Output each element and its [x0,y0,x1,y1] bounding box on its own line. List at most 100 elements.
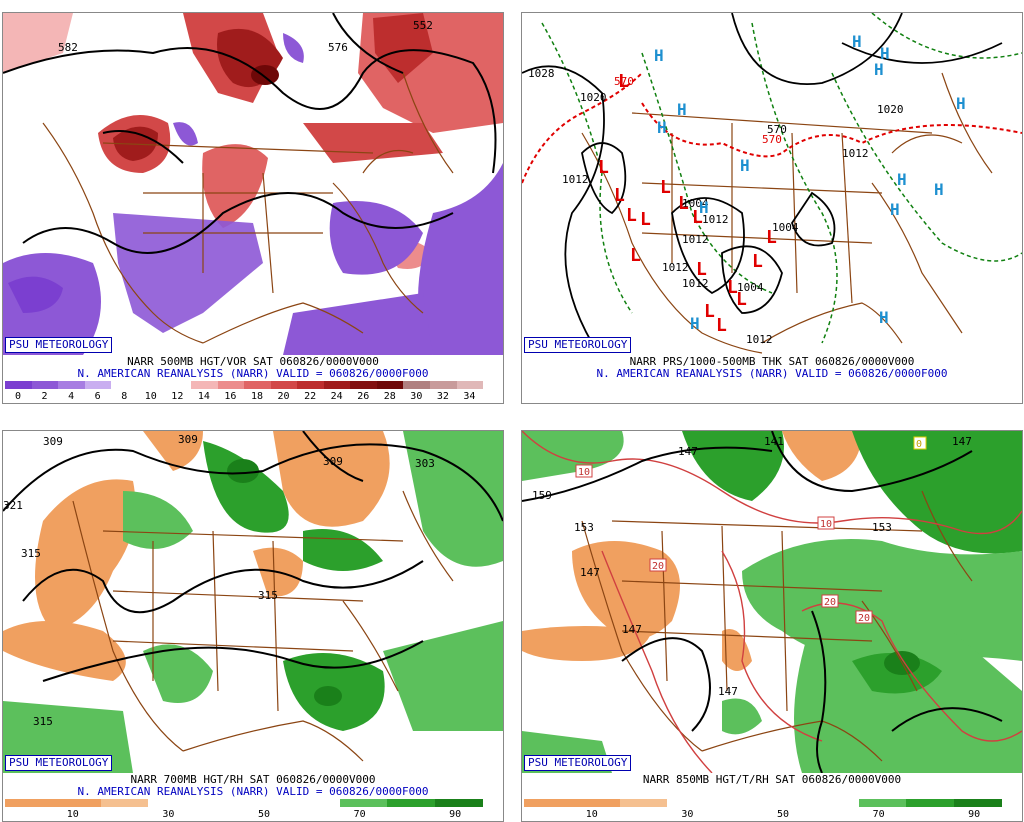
high-pressure-symbol: H [880,44,890,63]
colorbar-labels: 0 2 4 6 8 10 12 14 16 18 20 22 24 26 28 30 32 34 [5,391,483,403]
rh-shading [522,431,1022,773]
map-700mb-rh: 309 309 309 303 321 315 315 315 [3,431,503,773]
contour-label: 552 [413,19,433,32]
high-pressure-symbol: H [956,94,966,113]
colorbar-label: 70 [872,809,885,820]
low-pressure-symbol: L [727,277,738,298]
contour-label: 309 [43,435,63,448]
colorbar-swatch [619,799,668,807]
low-pressure-symbol: L [660,177,671,198]
temperature-label: 20 [824,597,836,608]
colorbar-label: 30 [162,809,175,820]
colorbar-swatch [31,381,59,389]
low-pressure-symbol: L [736,289,747,310]
high-pressure-symbol: H [677,100,687,119]
colorbar-label: 8 [121,391,128,402]
colorbar-label: 28 [383,391,396,402]
temperature-label: 10 [820,519,832,530]
contour-label: 315 [258,589,278,602]
colorbar [524,799,1002,807]
panel-title: NARR 700MB HGT/RH SAT 060826/0000V000 [130,773,376,786]
low-pressure-symbol: L [614,185,625,206]
map-mslp-thickness: 1028 1020 1012 570 1004 1012 1012 1012 1… [522,13,1022,354]
map-850mb-t-rh: 159 153 147 147 153 147 147 141 147 10 1… [522,431,1022,773]
colorbar-swatch [906,799,955,807]
thickness-contours [541,13,1022,344]
colorbar-swatch [5,799,53,807]
panel-500mb-vorticity: 582 576 552 PSU METEOROLOGY NARR 500MB H… [2,12,504,404]
high-pressure-symbol: H [874,60,884,79]
colorbar-labels: 10 30 50 70 90 [5,809,483,821]
colorbar [5,799,483,807]
low-pressure-symbol: L [716,315,727,336]
contour-label: 147 [622,623,642,636]
map-borders [581,490,973,762]
colorbar-swatch [403,381,430,389]
colorbar-label: 2 [41,391,48,402]
colorbar-swatch [58,381,85,389]
high-pressure-symbol: H [657,118,667,137]
colorbar-swatch [137,381,165,389]
temperature-label: 0 [916,439,922,450]
colorbar-label: 30 [410,391,423,402]
colorbar-label: 12 [171,391,184,402]
temperature-label: 20 [652,561,664,572]
panel-title: NARR 500MB HGT/VOR SAT 060826/0000V000 [127,355,379,368]
high-pressure-symbol: H [879,308,889,327]
colorbar-label: 90 [968,809,981,820]
map-borders [72,490,454,762]
colorbar-swatch [270,381,298,389]
colorbar-label: 34 [463,391,476,402]
colorbar-label: 50 [776,809,790,820]
colorbar-labels: 10 30 50 70 90 [524,809,1002,821]
colorbar-label: 50 [257,809,271,820]
high-pressure-symbol: H [699,198,709,217]
colorbar-label: 70 [353,809,366,820]
low-pressure-symbol: L [678,193,689,214]
colorbar-swatch [350,381,377,389]
isobar-label: 1028 [528,67,555,80]
colorbar-swatch [715,799,763,807]
psu-meteorology-badge: PSU METEOROLOGY [5,755,113,771]
colorbar-swatch [111,381,138,389]
colorbar-swatch [954,799,1002,807]
high-pressure-symbol: H [690,314,700,333]
low-pressure-symbol: L [630,245,641,266]
low-pressure-symbol: L [696,259,707,280]
colorbar-swatch [323,381,351,389]
colorbar-label: 16 [224,391,237,402]
isobar-label: 1012 [746,333,773,346]
isobar-label: 1004 [737,281,764,294]
colorbar-swatch [243,799,292,807]
colorbar-swatch [190,381,218,389]
low-pressure-symbol: L [692,207,703,228]
height-contours [522,431,1003,773]
low-pressure-symbol: L [618,71,629,92]
colorbar-swatch [810,799,859,807]
isobar-label: 570 [767,123,787,136]
contour-label: 147 [678,445,698,458]
contour-label: 153 [574,521,594,534]
high-pressure-symbol: H [740,156,750,175]
contour-label: 141 [764,435,784,448]
isobar-label: 1020 [877,103,904,116]
colorbar-label: 26 [357,391,370,402]
colorbar-label: 4 [68,391,75,402]
thickness-label: 570 [614,75,634,88]
colorbar-swatch [52,799,101,807]
colorbar-swatch [5,381,32,389]
colorbar [5,381,484,389]
colorbar-label: 22 [304,391,317,402]
colorbar-swatch [858,799,907,807]
contour-label: 303 [415,457,435,470]
vorticity-shading [3,13,503,355]
low-pressure-symbol: L [752,251,763,272]
isobar-label: 1012 [682,233,709,246]
high-pressure-symbol: H [897,170,907,189]
colorbar-swatch [297,381,324,389]
colorbar-label: 20 [277,391,290,402]
colorbar-label: 6 [94,391,101,402]
colorbar-label: 32 [436,391,449,402]
contour-label: 315 [33,715,53,728]
isobar-label: 1012 [662,261,689,274]
